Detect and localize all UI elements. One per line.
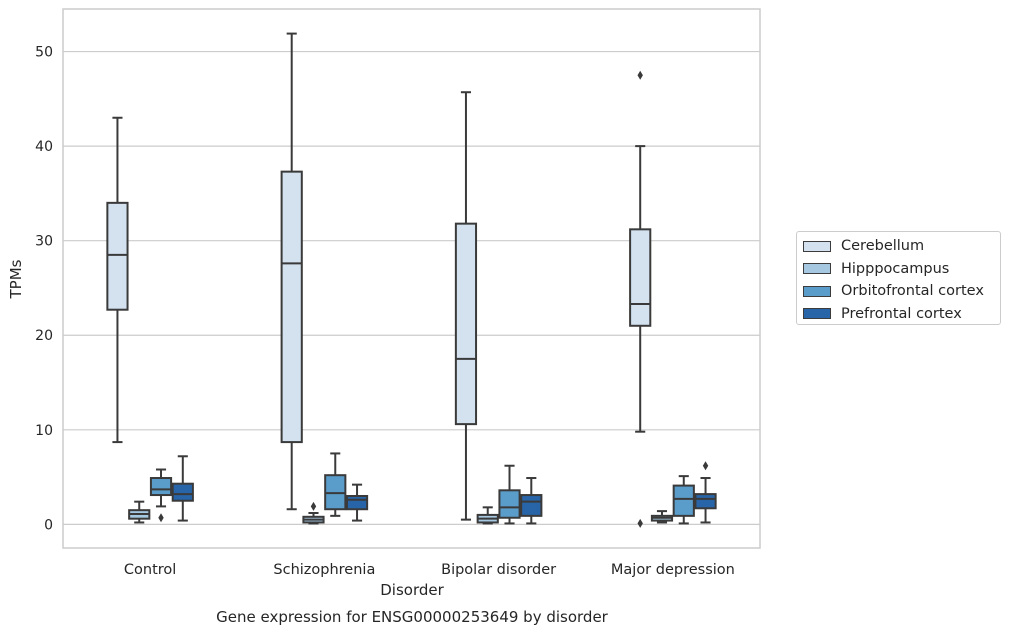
legend-label: Cerebellum: [841, 238, 925, 255]
box-0-3: [629, 70, 652, 528]
iqr-box: [672, 484, 695, 517]
box-1-0: [128, 500, 151, 524]
iqr-box: [171, 482, 194, 502]
legend-item: Orbitofrontal cortex: [803, 280, 994, 303]
box-2-2: [498, 464, 521, 525]
legend-item: Cerebellum: [803, 235, 994, 258]
box-0-2: [454, 91, 478, 521]
box-1-1: [302, 501, 325, 525]
legend-swatch: [803, 263, 831, 275]
iqr-box: [149, 477, 173, 497]
outlier-point: [637, 518, 643, 528]
y-tick-label: 40: [35, 139, 53, 155]
y-tick-label: 30: [35, 234, 53, 250]
iqr-box: [454, 222, 478, 426]
iqr-box: [106, 201, 129, 311]
box-0-1: [280, 32, 303, 511]
legend-swatch: [803, 240, 831, 252]
box-2-1: [324, 452, 347, 517]
box-2-0: [149, 468, 173, 523]
legend-label: Prefrontal cortex: [841, 305, 962, 322]
outlier-point: [702, 461, 709, 471]
legend-label: Hipppocampus: [841, 260, 950, 277]
x-tick-label: Schizophrenia: [273, 562, 375, 578]
box-1-3: [650, 510, 674, 524]
legend-label: Orbitofrontal cortex: [841, 283, 984, 300]
x-axis-label: Disorder: [380, 581, 444, 599]
y-tick-label: 20: [35, 328, 53, 344]
box-1-2: [476, 506, 499, 525]
box-series-layer: [106, 32, 717, 528]
iqr-box: [498, 489, 521, 519]
chart-title: Gene expression for ENSG00000253649 by d…: [216, 608, 609, 626]
outlier-point: [637, 70, 643, 80]
outlier-point: [310, 501, 317, 511]
outlier-point: [158, 513, 164, 523]
plot-frame: [62, 8, 761, 549]
box-3-0: [171, 455, 194, 522]
iqr-box: [345, 494, 369, 511]
box-2-3: [672, 475, 695, 525]
legend-swatch: [803, 285, 831, 297]
y-tick-label: 10: [35, 423, 53, 439]
box-3-3: [694, 461, 717, 524]
iqr-box: [694, 493, 717, 510]
iqr-box: [629, 228, 652, 327]
x-tick-label: Control: [124, 562, 176, 578]
legend-swatch: [803, 308, 831, 320]
chart-legend: Cerebellum Hipppocampus Orbitofrontal cort…: [796, 231, 1001, 325]
legend-item: Prefrontal cortex: [803, 303, 994, 326]
box-3-1: [345, 483, 369, 522]
y-tick-label: 0: [44, 517, 53, 533]
axis-ticks: 0 10 20 30 40 50 Control Schizophrenia Bipolar d…: [35, 45, 735, 578]
y-tick-label: 50: [35, 45, 53, 61]
y-axis-label: TPMs: [7, 259, 25, 299]
legend-item: Hipppocampus: [803, 258, 994, 281]
box-3-2: [520, 477, 543, 525]
grid-lines: [63, 50, 760, 525]
box-0-0: [106, 116, 129, 444]
x-tick-label: Bipolar disorder: [441, 562, 556, 578]
x-tick-label: Major depression: [611, 562, 735, 578]
iqr-box: [280, 170, 303, 444]
iqr-box: [520, 494, 543, 517]
